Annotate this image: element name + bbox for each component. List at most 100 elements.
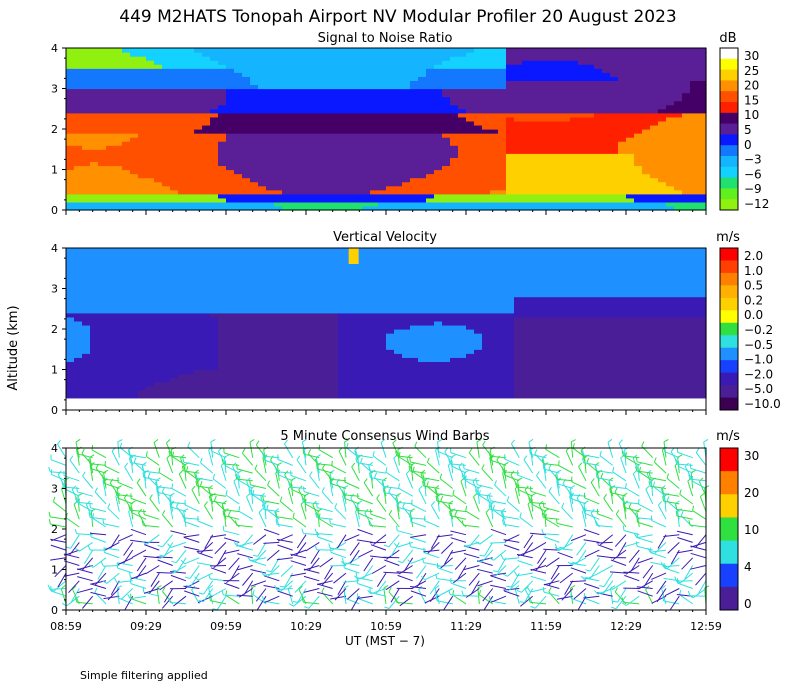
wind-barb-flag bbox=[608, 481, 611, 487]
wind-barb-flag bbox=[284, 439, 288, 445]
wind-barb-flag bbox=[541, 529, 544, 535]
wind-barb bbox=[300, 503, 307, 520]
wind-barb bbox=[589, 565, 600, 579]
wind-barb bbox=[583, 577, 600, 582]
wind-barb-flag bbox=[675, 580, 681, 584]
wind-barb bbox=[450, 549, 467, 554]
wind-barb-flag bbox=[396, 525, 398, 531]
wind-barb bbox=[396, 495, 400, 512]
wind-barb bbox=[654, 461, 667, 474]
wind-barb bbox=[576, 542, 587, 556]
wind-barb bbox=[444, 549, 454, 565]
wind-barb bbox=[298, 589, 307, 605]
wind-barb bbox=[576, 549, 587, 564]
wind-barb bbox=[123, 542, 134, 556]
wind-barb-flag bbox=[481, 464, 485, 470]
wind-barb bbox=[316, 463, 333, 466]
wind-barb bbox=[626, 595, 640, 606]
wind-barb bbox=[556, 548, 573, 551]
wind-barb bbox=[390, 542, 400, 557]
wind-barb bbox=[636, 461, 653, 466]
colorbar-swatch bbox=[720, 471, 738, 495]
wind-barb-flag bbox=[475, 489, 478, 495]
wind-barb bbox=[170, 449, 174, 466]
wind-barb bbox=[344, 567, 360, 574]
wind-barb bbox=[503, 557, 520, 560]
wind-barb-flag bbox=[222, 510, 225, 516]
wind-barb bbox=[450, 537, 467, 543]
wind-barb bbox=[143, 555, 160, 559]
wind-barb-flag bbox=[460, 477, 466, 482]
wind-barb bbox=[507, 565, 520, 577]
wind-barb bbox=[173, 595, 187, 607]
wind-barb bbox=[117, 481, 133, 489]
wind-barb-flag bbox=[407, 559, 412, 564]
colorbar-swatch bbox=[720, 260, 738, 274]
wind-barb bbox=[370, 513, 387, 520]
wind-barb-flag bbox=[316, 502, 318, 508]
wind-barb-flag bbox=[107, 503, 111, 509]
wind-barb bbox=[563, 534, 574, 549]
wind-barb-flag bbox=[340, 561, 346, 566]
wind-barb bbox=[584, 582, 600, 589]
wind-barb-flag bbox=[100, 561, 104, 567]
colorbar-label: −0.2 bbox=[744, 323, 773, 337]
wind-barb bbox=[324, 565, 334, 580]
wind-barb bbox=[280, 580, 294, 592]
wind-barb bbox=[596, 541, 613, 544]
wind-barb-flag bbox=[633, 533, 638, 539]
wind-barb-flag bbox=[548, 486, 552, 492]
wind-barb bbox=[334, 507, 347, 520]
wind-barb bbox=[690, 565, 707, 570]
wind-barb-flag bbox=[679, 589, 682, 595]
wind-barb bbox=[543, 591, 560, 597]
wind-barb bbox=[502, 472, 507, 489]
wind-barb bbox=[172, 456, 187, 466]
wind-barb bbox=[170, 601, 187, 605]
wind-barb bbox=[250, 557, 267, 562]
wind-barb bbox=[557, 551, 573, 559]
wind-barb bbox=[363, 482, 374, 497]
wind-barb bbox=[571, 481, 587, 489]
wind-barb-flag bbox=[275, 519, 278, 525]
wind-barb bbox=[527, 503, 534, 520]
wind-barb-flag bbox=[674, 459, 678, 465]
wind-barb bbox=[103, 472, 107, 489]
wind-barb-flag bbox=[516, 589, 522, 593]
wind-barb-flag bbox=[142, 472, 145, 478]
wind-barb bbox=[375, 580, 387, 594]
wind-barb bbox=[177, 557, 187, 572]
wind-barb bbox=[573, 588, 587, 600]
colorbar-label: −10.0 bbox=[744, 397, 781, 411]
y-tick-label: 0 bbox=[51, 204, 58, 217]
wind-barb bbox=[358, 549, 373, 558]
wind-barb-flag bbox=[600, 472, 604, 478]
colorbar-label: −6 bbox=[744, 167, 762, 181]
wind-barb bbox=[242, 452, 254, 466]
wind-barb bbox=[465, 588, 480, 598]
wind-barb-flag bbox=[301, 597, 304, 603]
wind-barb bbox=[657, 534, 667, 549]
wind-barb-flag bbox=[452, 589, 455, 596]
wind-barb bbox=[569, 580, 587, 583]
wind-barb bbox=[330, 595, 347, 600]
wind-barb bbox=[344, 597, 360, 605]
wind-barb bbox=[186, 470, 200, 482]
wind-barb bbox=[676, 549, 693, 554]
wind-barb-flag bbox=[102, 580, 108, 584]
wind-barb bbox=[50, 471, 67, 474]
wind-barb-flag bbox=[692, 505, 695, 511]
wind-barb-flag bbox=[448, 458, 451, 465]
wind-barb-flag bbox=[180, 559, 185, 565]
wind-barb-flag bbox=[236, 540, 238, 546]
wind-barb-flag bbox=[393, 542, 398, 548]
colorbar-label: 0.0 bbox=[744, 308, 763, 322]
wind-barb-flag bbox=[156, 585, 162, 589]
wind-barb bbox=[572, 447, 587, 459]
wind-barb-flag bbox=[489, 495, 491, 501]
wind-barb-flag bbox=[199, 481, 203, 487]
wind-barb-flag bbox=[254, 464, 258, 470]
wind-barb bbox=[596, 477, 613, 482]
wind-barb-flag bbox=[662, 488, 664, 494]
wind-barb-flag bbox=[76, 448, 78, 454]
